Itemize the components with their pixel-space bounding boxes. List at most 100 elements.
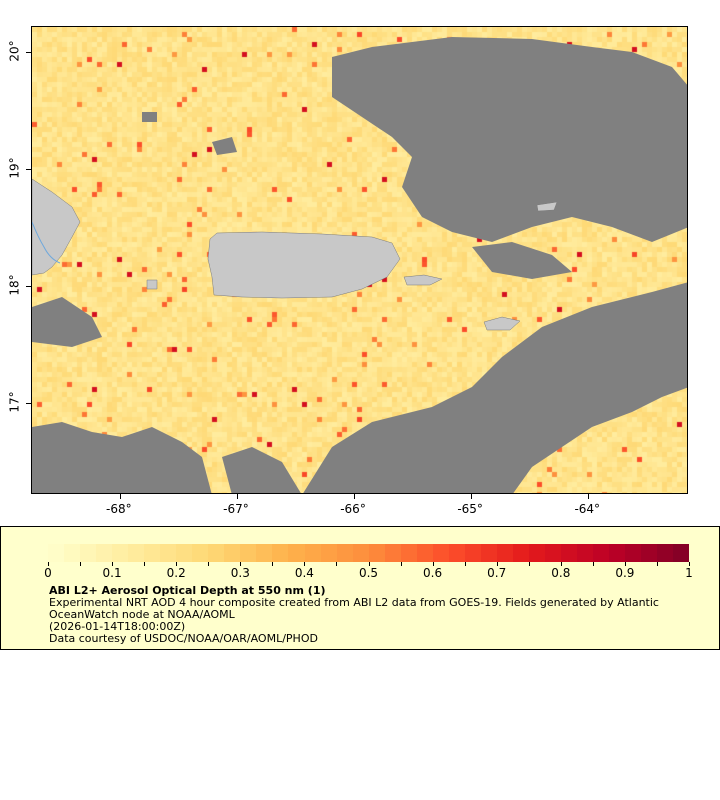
- legend-panel: 0 0.1 0.2 0.3 0.4 0.5 0.6 0.7 0.8 0.9 1 ABI L2+ Ae…: [0, 526, 720, 650]
- colorbar-segment: [480, 544, 497, 562]
- cloud-north-east: [332, 37, 687, 242]
- colorbar-tick-mark: [400, 562, 402, 566]
- legend-description-line1: Experimental NRT AOD 4 hour composite cr…: [49, 596, 659, 609]
- colorbar-tick-label: 0.7: [487, 566, 507, 580]
- colorbar-segment: [256, 544, 273, 562]
- colorbar-tick-mark: [48, 562, 49, 566]
- colorbar-tick-label: 0.4: [294, 566, 314, 580]
- colorbar-segment: [272, 544, 289, 562]
- vieques-land: [403, 274, 443, 286]
- colorbar-segment: [208, 544, 225, 562]
- cloud-south-west-1: [32, 422, 212, 493]
- lat-tick-mark: [26, 168, 31, 170]
- colorbar-segment: [400, 544, 417, 562]
- colorbar-tick-mark: [176, 562, 178, 566]
- colorbar-tick-label: 0.6: [423, 566, 443, 580]
- colorbar-segment: [561, 544, 578, 562]
- colorbar-tick-label: 0.9: [615, 566, 635, 580]
- map-plot-area[interactable]: [31, 26, 688, 494]
- cloud-small-1: [142, 112, 157, 122]
- colorbar-segment: [641, 544, 658, 562]
- lat-tick-mark: [26, 51, 31, 53]
- colorbar-tick-label: 0: [44, 566, 52, 580]
- colorbar-tick-mark: [304, 562, 306, 566]
- colorbar-segment: [176, 544, 193, 562]
- colorbar-segment: [609, 544, 626, 562]
- colorbar-segment: [577, 544, 594, 562]
- colorbar-segment: [432, 544, 449, 562]
- colorbar-segment: [192, 544, 209, 562]
- lon-tick-mark: [120, 494, 121, 499]
- colorbar-tick-mark: [368, 562, 370, 566]
- lon-tick-mark: [588, 494, 590, 499]
- colorbar-tick-mark: [624, 562, 626, 566]
- colorbar-tick-label: 0.3: [230, 566, 250, 580]
- colorbar-segment: [496, 544, 513, 562]
- lon-tick-mark: [471, 494, 473, 499]
- colorbar-tick-mark: [240, 562, 242, 566]
- legend-description-line2: OceanWatch node at NOAA/AOML: [49, 608, 235, 621]
- colorbar-segment: [320, 544, 337, 562]
- st-croix-land: [536, 201, 558, 212]
- colorbar-segment: [304, 544, 321, 562]
- colorbar-segment: [240, 544, 257, 562]
- cloud-south-west-2: [222, 447, 301, 493]
- colorbar-segment: [368, 544, 385, 562]
- colorbar-segment: [64, 544, 81, 562]
- colorbar-tick-mark: [336, 562, 338, 566]
- lon-tick-mark: [237, 494, 239, 499]
- colorbar-tick-label: 1: [685, 566, 693, 580]
- lon-tick-label: -65°: [457, 502, 483, 516]
- colorbar-segment: [673, 544, 690, 562]
- lat-tick-mark: [26, 285, 31, 287]
- colorbar-segment: [48, 544, 65, 562]
- cloud-west: [32, 297, 102, 347]
- border-line: [32, 221, 61, 264]
- colorbar-tick-mark: [112, 562, 114, 566]
- colorbar-tick-mark: [432, 562, 434, 566]
- colorbar-segment: [448, 544, 465, 562]
- colorbar-tick-mark: [208, 562, 210, 566]
- hispaniola-land: [32, 178, 81, 276]
- colorbar-segment: [336, 544, 353, 562]
- colorbar-segment: [80, 544, 97, 562]
- map-overlay: [32, 37, 687, 493]
- colorbar-tick-mark: [144, 562, 146, 566]
- colorbar-segment: [464, 544, 481, 562]
- lat-tick-label: 20°: [7, 40, 22, 62]
- colorbar-tick-label: 0.5: [358, 566, 379, 580]
- colorbar-tick-mark: [560, 562, 562, 566]
- colorbar-segment: [416, 544, 433, 562]
- colorbar-tick-mark: [592, 562, 594, 566]
- colorbar-tick-mark: [464, 562, 466, 566]
- colorbar-segment: [657, 544, 674, 562]
- colorbar: [48, 544, 690, 562]
- colorbar-tick-mark: [80, 562, 82, 566]
- lat-tick-label: 18°: [7, 274, 22, 296]
- lat-tick-mark: [26, 402, 31, 404]
- colorbar-segment: [128, 544, 145, 562]
- lat-tick-label: 19°: [7, 157, 22, 179]
- colorbar-segment: [625, 544, 642, 562]
- colorbar-segment: [593, 544, 610, 562]
- colorbar-segment: [544, 544, 561, 562]
- colorbar-tick-mark: [689, 562, 690, 566]
- colorbar-tick-label: 0.1: [102, 566, 122, 580]
- no-data-regions: [32, 37, 687, 493]
- legend-title: ABI L2+ Aerosol Optical Depth at 550 nm …: [49, 584, 326, 597]
- colorbar-segment: [160, 544, 177, 562]
- lon-tick-label: -64°: [574, 502, 601, 516]
- virgin-islands-land: [483, 316, 521, 331]
- colorbar-segment: [224, 544, 241, 562]
- lon-tick-label: -66°: [340, 502, 366, 516]
- mona-island-land: [146, 279, 158, 290]
- colorbar-segment: [512, 544, 529, 562]
- cloud-south-east: [303, 282, 687, 493]
- colorbar-tick-mark: [496, 562, 498, 566]
- lon-tick-label: -67°: [223, 502, 249, 516]
- colorbar-segment: [352, 544, 369, 562]
- colorbar-segment: [96, 544, 113, 562]
- colorbar-segment: [288, 544, 305, 562]
- colorbar-tick-label: 0.2: [166, 566, 186, 580]
- legend-credit: Data courtesy of USDOC/NOAA/OAR/AOML/PHO…: [49, 632, 318, 645]
